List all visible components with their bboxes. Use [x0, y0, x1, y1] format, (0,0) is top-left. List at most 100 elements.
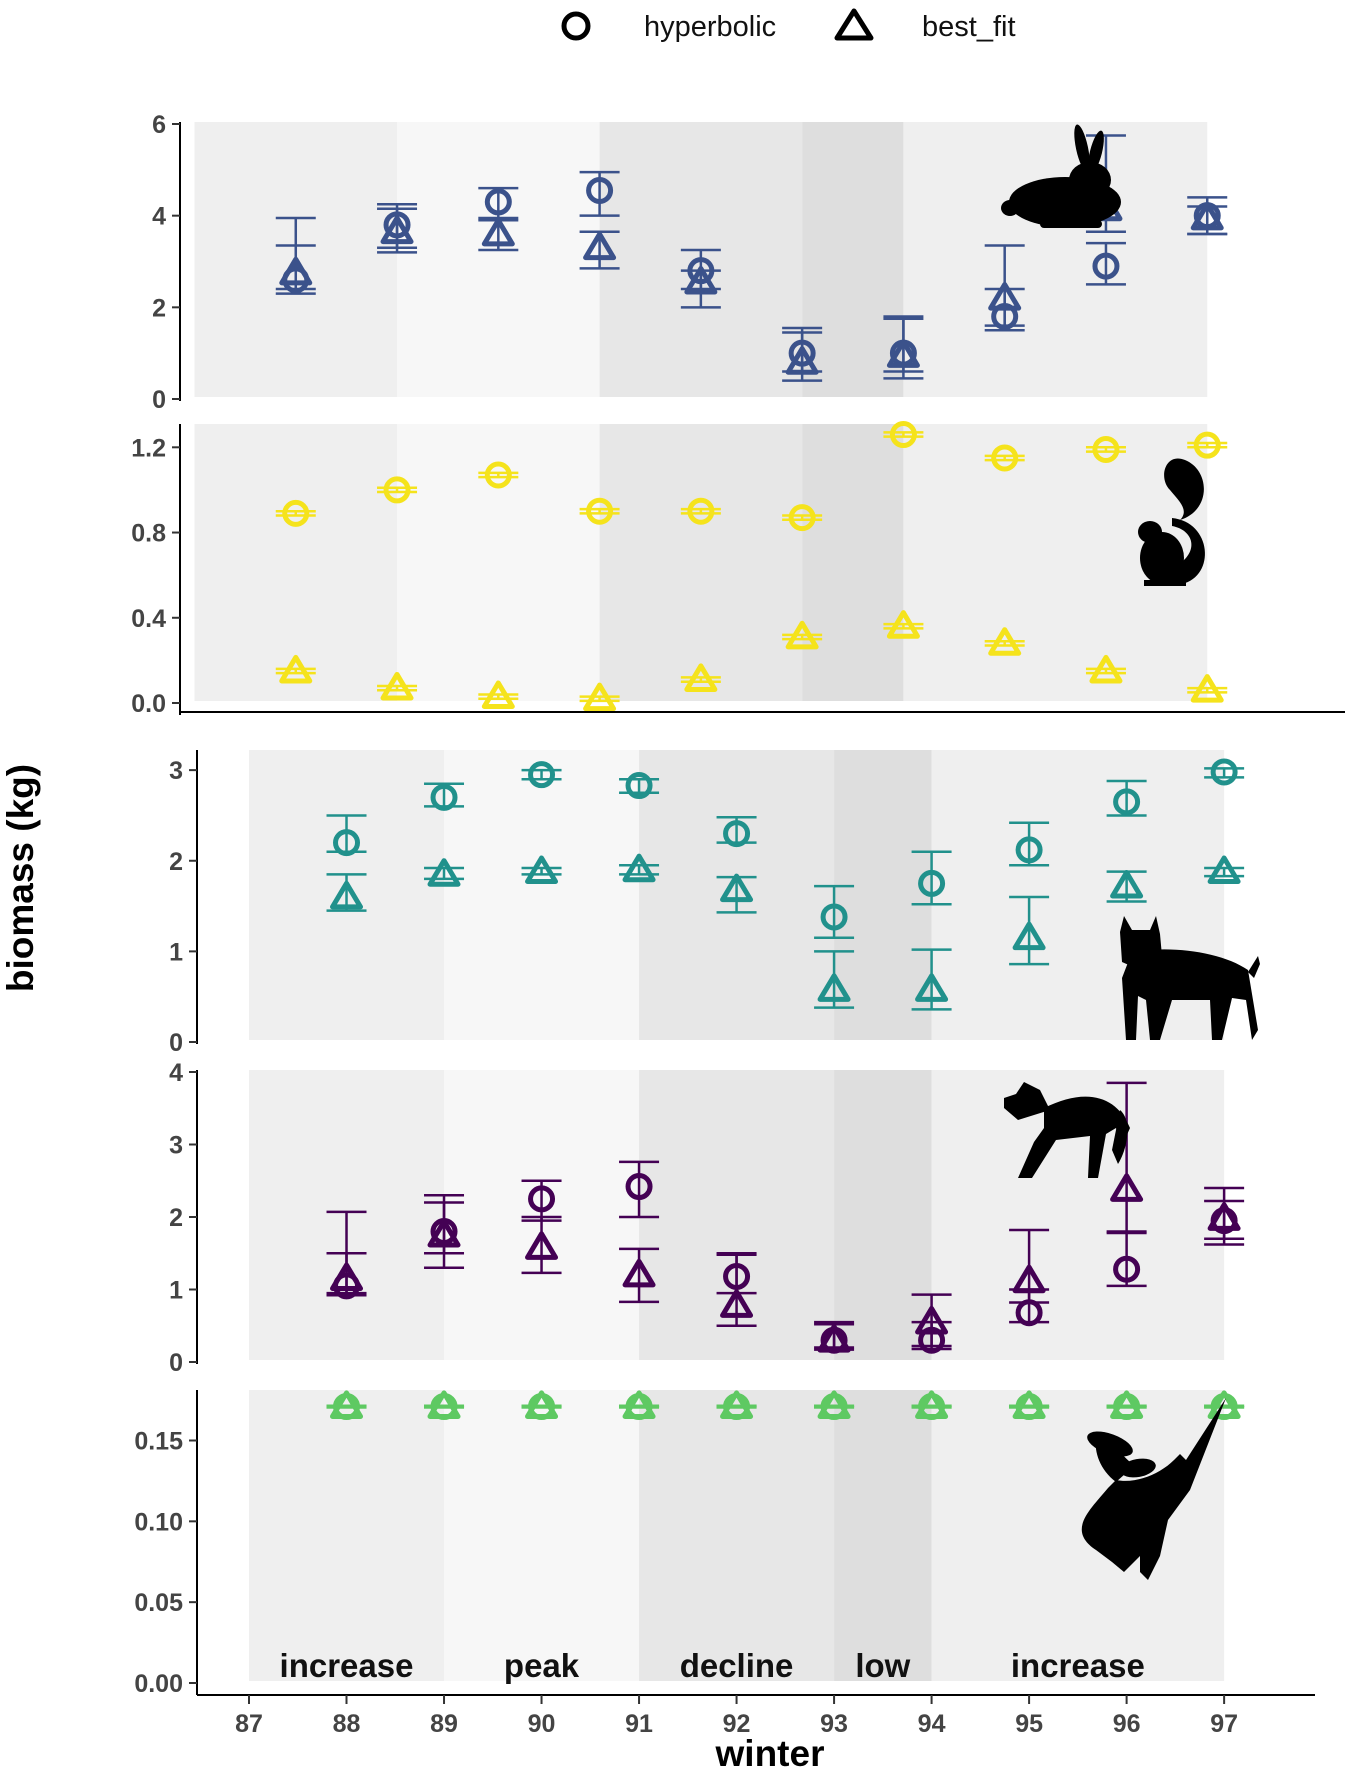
- data-point-best_fit: [525, 1390, 559, 1419]
- x-tick-label: 97: [1210, 1710, 1238, 1738]
- data-point-hyperbolic: [1210, 758, 1238, 786]
- data-point-hyperbolic: [282, 499, 310, 527]
- data-point-hyperbolic: [889, 421, 917, 449]
- data-point-best_fit: [1110, 1173, 1144, 1202]
- data-point-hyperbolic: [918, 869, 946, 897]
- data-point-best_fit: [525, 1231, 559, 1260]
- phase-label-low: low: [855, 1647, 910, 1684]
- data-point-best_fit: [785, 346, 819, 375]
- y-tick-label: 1: [169, 1277, 183, 1305]
- data-point-best_fit: [1207, 1390, 1241, 1419]
- data-point-best_fit: [720, 1289, 754, 1318]
- data-point-best_fit: [886, 339, 920, 368]
- silhouettes: [1001, 124, 1260, 1580]
- data-point-hyperbolic: [1193, 431, 1221, 459]
- data-point-best_fit: [1089, 654, 1123, 684]
- data-point-hyperbolic: [1113, 1255, 1141, 1283]
- x-tick-label: 95: [1015, 1710, 1043, 1738]
- data-point-best_fit: [988, 282, 1022, 311]
- phase-band-owl: [249, 1390, 445, 1681]
- lynx-silhouette-icon: [1120, 916, 1260, 1040]
- phase-label-increase: increase: [280, 1647, 414, 1684]
- phase-label-peak: peak: [504, 1647, 580, 1684]
- data-point-hyperbolic: [528, 761, 556, 789]
- data-point-hyperbolic: [1092, 435, 1120, 463]
- data-point-best_fit: [1012, 1264, 1046, 1294]
- data-point-best_fit: [886, 610, 920, 639]
- data-point-best_fit: [330, 880, 364, 910]
- data-point-best_fit: [1012, 1390, 1046, 1419]
- data-point-best_fit: [279, 256, 313, 286]
- legend-label-best-fit: best_fit: [922, 11, 1016, 43]
- data-point-hyperbolic: [991, 444, 1019, 472]
- phase-band-hare: [802, 122, 904, 397]
- data-point-best_fit: [915, 1390, 949, 1419]
- data-point-hyperbolic: [1113, 788, 1141, 816]
- data-point-hyperbolic: [528, 1185, 556, 1213]
- phase-band-owl: [931, 1390, 1225, 1681]
- x-tick-label: 88: [333, 1710, 361, 1738]
- data-point-hyperbolic: [820, 903, 848, 931]
- data-point-best_fit: [1190, 201, 1224, 231]
- y-tick-label: 2: [169, 1204, 183, 1232]
- data-point-best_fit: [785, 620, 819, 650]
- y-tick-label: 4: [169, 1059, 183, 1087]
- data-point-hyperbolic: [1092, 252, 1120, 280]
- panel-coyote: 0 1 2 3 4: [169, 1059, 1245, 1377]
- data-point-hyperbolic: [586, 176, 614, 204]
- y-tick-label: 0.0: [131, 690, 166, 718]
- x-axis-title: winter: [715, 1733, 825, 1774]
- phase-band-squirrel: [802, 424, 904, 701]
- squirrel-silhouette-icon: [1138, 458, 1205, 586]
- data-point-best_fit: [1207, 855, 1241, 885]
- data-point-best_fit: [380, 671, 414, 701]
- data-point-best_fit: [622, 1390, 656, 1419]
- phase-band-hare: [397, 122, 600, 397]
- legend: hyperbolic best_fit: [561, 8, 1016, 43]
- panel-lynx: 0 1 2 3: [169, 750, 1245, 1057]
- y-tick-label: 0.00: [134, 1670, 183, 1698]
- phase-band-squirrel: [194, 424, 398, 701]
- data-point-hyperbolic: [723, 820, 751, 848]
- data-point-best_fit: [330, 1390, 364, 1419]
- data-point-best_fit: [817, 1390, 851, 1419]
- data-point-best_fit: [817, 1324, 851, 1353]
- phase-label-increase: increase: [1011, 1647, 1145, 1684]
- data-point-hyperbolic: [484, 188, 512, 216]
- phase-band-lynx: [834, 750, 932, 1040]
- x-tick-label: 94: [918, 1710, 946, 1738]
- panel-squirrel: 0.0 0.4 0.8 1.2: [131, 421, 1228, 718]
- y-tick-label: 1.2: [131, 434, 166, 462]
- data-point-best_fit: [684, 265, 718, 295]
- x-tick-label: 90: [528, 1710, 556, 1738]
- data-point-hyperbolic: [687, 497, 715, 525]
- y-tick-label: 0.10: [134, 1508, 183, 1536]
- y-tick-label: 0: [169, 1029, 183, 1057]
- data-point-best_fit: [817, 973, 851, 1002]
- y-tick-label: 4: [152, 203, 166, 231]
- y-tick-label: 0: [169, 1349, 183, 1377]
- phase-band-squirrel: [599, 424, 803, 701]
- y-axis-title: biomass (kg): [0, 764, 41, 992]
- data-point-best_fit: [1207, 1202, 1241, 1231]
- data-point-best_fit: [583, 231, 617, 261]
- x-tick-label: 89: [430, 1710, 458, 1738]
- data-point-hyperbolic: [625, 772, 653, 800]
- data-point-best_fit: [427, 1218, 461, 1248]
- data-point-best_fit: [279, 654, 313, 684]
- y-tick-label: 0.05: [134, 1589, 183, 1617]
- y-tick-label: 0.15: [134, 1428, 183, 1456]
- phase-label-decline: decline: [680, 1647, 794, 1684]
- data-point-best_fit: [330, 1262, 364, 1292]
- data-point-best_fit: [988, 627, 1022, 656]
- data-point-hyperbolic: [333, 829, 361, 857]
- y-tick-label: 3: [169, 757, 183, 785]
- hare-silhouette-icon: [1001, 124, 1121, 228]
- x-tick-label: 91: [625, 1710, 653, 1738]
- data-point-best_fit: [481, 217, 515, 247]
- data-point-hyperbolic: [625, 1173, 653, 1201]
- phase-band-owl: [444, 1390, 640, 1681]
- data-point-best_fit: [622, 853, 656, 883]
- x-tick-label: 93: [820, 1710, 848, 1738]
